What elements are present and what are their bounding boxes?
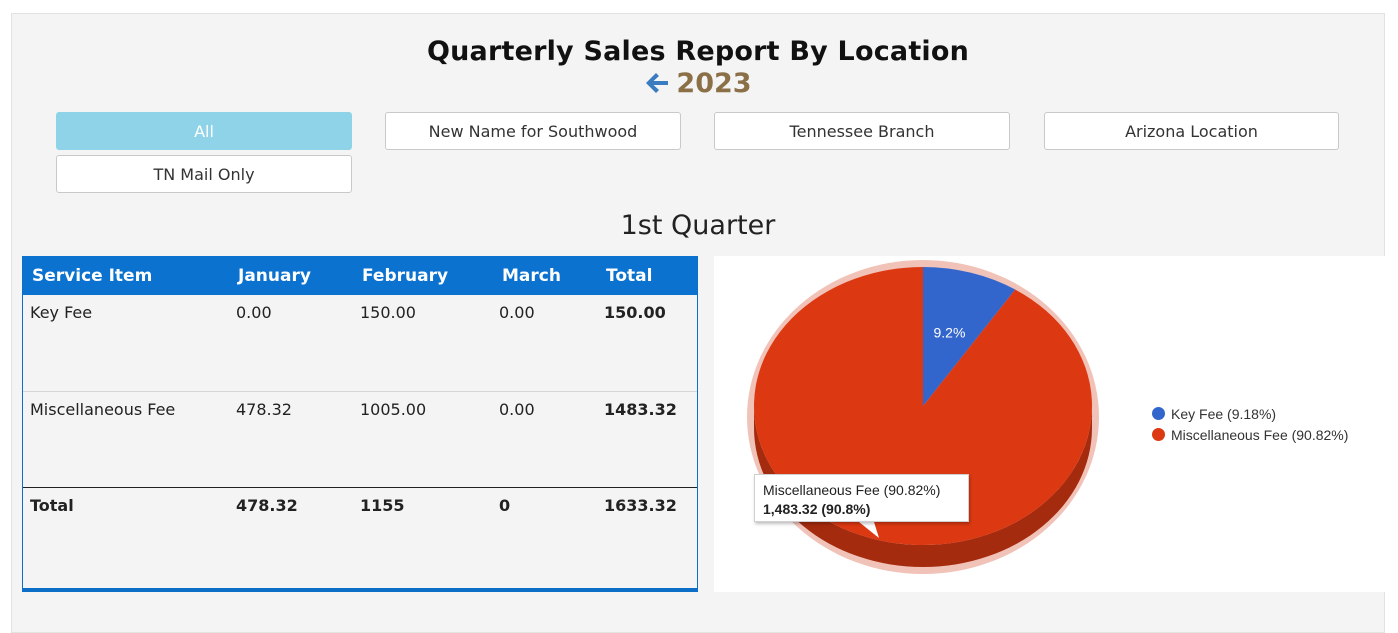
- table-header: Service Item January February March Tota…: [23, 256, 697, 295]
- column-header: January: [238, 266, 311, 286]
- location-button-all[interactable]: All: [56, 112, 352, 150]
- column-header: February: [362, 266, 449, 286]
- pie-chart: 9.2% Key Fee (9.18%) Miscellaneous Fee (…: [714, 256, 1385, 592]
- column-header: Total: [606, 266, 653, 286]
- pie-depth-side: [754, 406, 1092, 567]
- table-row: Key Fee 0.00 150.00 0.00 150.00: [23, 295, 697, 392]
- table-cell: 1155: [360, 496, 405, 515]
- table-cell: 1005.00: [360, 400, 427, 419]
- pie-chart-svg: 9.2%: [747, 260, 1099, 574]
- year-selector: 2023: [0, 66, 1396, 100]
- quarter-title: 1st Quarter: [620, 210, 776, 241]
- table-cell: 0.00: [499, 400, 535, 419]
- table-cell: Miscellaneous Fee: [30, 400, 176, 419]
- arrow-left-icon[interactable]: [644, 70, 670, 96]
- location-button-tn-mail[interactable]: TN Mail Only: [56, 155, 352, 193]
- chart-tooltip: Miscellaneous Fee (90.82%) 1,483.32 (90.…: [754, 474, 969, 522]
- table-cell: 150.00: [604, 303, 666, 322]
- sales-table: Service Item January February March Tota…: [22, 256, 698, 592]
- pie-slice-label: 9.2%: [933, 325, 965, 341]
- tooltip-value: 1,483.32 (90.8%): [763, 501, 871, 517]
- legend-item[interactable]: Miscellaneous Fee (90.82%): [1152, 424, 1348, 445]
- chart-legend: Key Fee (9.18%) Miscellaneous Fee (90.82…: [1152, 403, 1348, 445]
- location-button-southwood[interactable]: New Name for Southwood: [385, 112, 681, 150]
- legend-label: Key Fee (9.18%): [1171, 405, 1277, 422]
- tooltip-pointer: [859, 522, 879, 538]
- table-row: Miscellaneous Fee 478.32 1005.00 0.00 14…: [23, 392, 697, 488]
- pie-slice-key-fee: [923, 267, 1016, 406]
- table-total-row: Total 478.32 1155 0 1633.32: [23, 488, 697, 588]
- table-cell: 150.00: [360, 303, 416, 322]
- table-cell: 1633.32: [604, 496, 677, 515]
- page-title: Quarterly Sales Report By Location: [426, 36, 970, 67]
- location-button-arizona[interactable]: Arizona Location: [1044, 112, 1339, 150]
- location-button-tennessee[interactable]: Tennessee Branch: [714, 112, 1010, 150]
- legend-dot-key-fee: [1152, 407, 1165, 420]
- table-cell: Total: [30, 496, 74, 515]
- table-cell: 478.32: [236, 400, 292, 419]
- table-cell: 478.32: [236, 496, 298, 515]
- column-header: March: [502, 266, 561, 286]
- table-cell: 0.00: [499, 303, 535, 322]
- column-header: Service Item: [32, 266, 153, 286]
- legend-item[interactable]: Key Fee (9.18%): [1152, 403, 1348, 424]
- table-cell: 1483.32: [604, 400, 677, 419]
- table-cell: 0: [499, 496, 511, 515]
- table-cell: Key Fee: [30, 303, 93, 322]
- legend-dot-misc-fee: [1152, 428, 1165, 441]
- legend-label: Miscellaneous Fee (90.82%): [1171, 426, 1349, 443]
- table-cell: 0.00: [236, 303, 272, 322]
- tooltip-title: Miscellaneous Fee (90.82%): [763, 482, 941, 498]
- year-label: 2023: [676, 67, 752, 99]
